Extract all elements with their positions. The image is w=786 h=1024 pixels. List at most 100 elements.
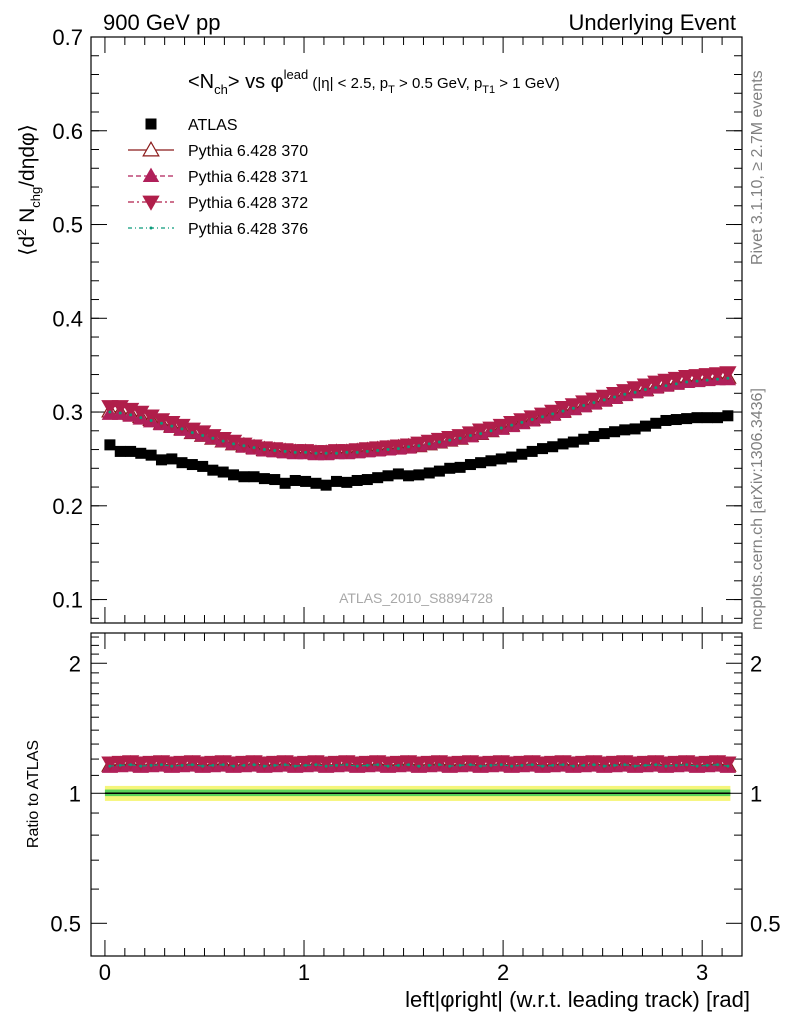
point-pythia-6-428-376 bbox=[283, 449, 287, 453]
ratio-point-pythia-6-428-376 bbox=[108, 764, 112, 768]
point-atlas bbox=[155, 454, 167, 466]
legend-marker-atlas bbox=[145, 118, 157, 130]
ratio-point-pythia-6-428-376 bbox=[541, 764, 545, 768]
ratio-point-pythia-6-428-372 bbox=[348, 756, 366, 772]
ratio-point-pythia-6-428-376 bbox=[376, 763, 380, 767]
point-pythia-6-428-376 bbox=[520, 420, 524, 424]
point-atlas bbox=[722, 410, 734, 422]
point-atlas bbox=[670, 414, 682, 426]
point-pythia-6-428-372 bbox=[667, 371, 685, 388]
point-pythia-6-428-372 bbox=[327, 444, 346, 460]
point-atlas bbox=[228, 469, 240, 481]
ratio-point-pythia-6-428-376 bbox=[190, 763, 194, 767]
ratio-point-pythia-6-428-376 bbox=[149, 763, 153, 767]
ratio-point-pythia-6-428-372 bbox=[389, 755, 408, 772]
x-axis-title: left|φright| (w.r.t. leading track) [rad… bbox=[405, 987, 750, 1012]
point-atlas bbox=[258, 473, 270, 485]
ratio-point-pythia-6-428-372 bbox=[698, 755, 716, 772]
point-pythia-6-428-376 bbox=[355, 450, 359, 454]
point-pythia-6-428-372 bbox=[410, 436, 428, 452]
point-pythia-6-428-372 bbox=[585, 392, 603, 408]
plot-title: <Nch> vs φlead (|η| < 2.5, pT > 0.5 GeV,… bbox=[188, 67, 560, 97]
ratio-point-pythia-6-428-376 bbox=[458, 763, 462, 767]
point-atlas bbox=[176, 457, 188, 469]
header-right: Underlying Event bbox=[568, 10, 736, 35]
point-pythia-6-428-376 bbox=[118, 411, 122, 415]
ratio-point-pythia-6-428-372 bbox=[626, 756, 644, 772]
point-atlas bbox=[495, 453, 507, 465]
y-axis-title-ratio: Ratio to ATLAS bbox=[25, 740, 42, 848]
ratio-point-pythia-6-428-376 bbox=[623, 763, 627, 767]
legend-label-pythia-6-428-371: Pythia 6.428 371 bbox=[188, 169, 308, 186]
point-atlas bbox=[361, 474, 373, 486]
point-pythia-6-428-372 bbox=[616, 384, 634, 400]
point-atlas bbox=[578, 433, 590, 445]
mcplots-label: mcplots.cern.ch [arXiv:1306.3436] bbox=[749, 388, 766, 630]
rivet-label: Rivet 3.1.10, ≥ 2.7M events bbox=[749, 70, 766, 265]
point-pythia-6-428-376 bbox=[510, 423, 514, 427]
ratio-point-pythia-6-428-376 bbox=[571, 764, 575, 768]
point-pythia-6-428-376 bbox=[242, 444, 246, 448]
point-pythia-6-428-376 bbox=[479, 432, 483, 436]
ratio-tick-label: 1 bbox=[69, 781, 81, 806]
ratio-point-pythia-6-428-372 bbox=[441, 756, 459, 772]
ratio-point-pythia-6-428-376 bbox=[685, 763, 689, 767]
ratio-point-pythia-6-428-372 bbox=[605, 755, 624, 772]
ratio-point-pythia-6-428-372 bbox=[595, 756, 613, 772]
legend-label-atlas: ATLAS bbox=[188, 117, 238, 134]
ratio-point-pythia-6-428-376 bbox=[221, 763, 225, 767]
ratio-point-pythia-6-428-376 bbox=[705, 763, 709, 767]
point-pythia-6-428-376 bbox=[541, 415, 545, 419]
ratio-point-pythia-6-428-376 bbox=[499, 763, 503, 767]
ratio-point-pythia-6-428-376 bbox=[170, 764, 174, 768]
point-pythia-6-428-376 bbox=[334, 451, 338, 455]
ratio-point-pythia-6-428-376 bbox=[674, 763, 678, 767]
point-pythia-6-428-372 bbox=[348, 443, 366, 459]
ratio-point-pythia-6-428-372 bbox=[286, 756, 304, 772]
point-atlas bbox=[619, 424, 631, 436]
point-pythia-6-428-376 bbox=[726, 376, 730, 380]
ratio-point-pythia-6-428-372 bbox=[564, 756, 583, 772]
ratio-point-pythia-6-428-372 bbox=[575, 755, 593, 772]
ratio-point-pythia-6-428-376 bbox=[304, 763, 308, 767]
legend-marker-pythia-6-428-372 bbox=[142, 195, 160, 211]
legend-marker-pythia-6-428-370 bbox=[142, 140, 160, 157]
ratio-series bbox=[101, 754, 737, 773]
ratio-point-pythia-6-428-372 bbox=[358, 755, 376, 772]
point-pythia-6-428-372 bbox=[605, 386, 624, 403]
ratio-point-pythia-6-428-376 bbox=[716, 763, 720, 767]
y-tick-label: 0.4 bbox=[52, 306, 83, 331]
main-y-axis: 0.1 0.2 0.3 0.4 0.5 0.6 0.7 bbox=[52, 25, 742, 619]
header-left: 900 GeV pp bbox=[103, 10, 220, 35]
ratio-point-pythia-6-428-372 bbox=[163, 756, 181, 772]
ratio-point-pythia-6-428-372 bbox=[420, 755, 438, 772]
point-pythia-6-428-372 bbox=[420, 434, 438, 450]
ratio-point-pythia-6-428-372 bbox=[667, 755, 685, 772]
point-atlas bbox=[166, 453, 178, 465]
ratio-point-pythia-6-428-372 bbox=[142, 755, 160, 772]
point-pythia-6-428-372 bbox=[575, 395, 593, 411]
point-atlas bbox=[660, 414, 672, 426]
ratio-point-pythia-6-428-376 bbox=[273, 763, 277, 767]
ratio-point-pythia-6-428-376 bbox=[314, 763, 318, 767]
point-pythia-6-428-376 bbox=[561, 409, 565, 413]
point-pythia-6-428-372 bbox=[471, 423, 490, 439]
point-atlas bbox=[341, 476, 353, 488]
y-tick-label: 0.6 bbox=[52, 119, 83, 144]
ratio-point-pythia-6-428-372 bbox=[224, 756, 243, 772]
point-pythia-6-428-376 bbox=[262, 448, 266, 452]
ratio-point-pythia-6-428-376 bbox=[530, 763, 534, 767]
point-pythia-6-428-376 bbox=[427, 442, 431, 446]
ratio-point-pythia-6-428-376 bbox=[510, 764, 514, 768]
ratio-point-pythia-6-428-372 bbox=[296, 755, 315, 772]
ratio-point-pythia-6-428-376 bbox=[613, 763, 617, 767]
ratio-point-pythia-6-428-372 bbox=[255, 756, 274, 772]
ratio-point-pythia-6-428-376 bbox=[602, 764, 606, 768]
point-pythia-6-428-376 bbox=[695, 379, 699, 383]
point-atlas bbox=[681, 413, 693, 425]
ratio-point-pythia-6-428-376 bbox=[489, 763, 493, 767]
point-atlas bbox=[691, 412, 703, 424]
point-pythia-6-428-372 bbox=[544, 404, 562, 420]
ratio-point-pythia-6-428-372 bbox=[719, 756, 737, 772]
point-pythia-6-428-372 bbox=[369, 441, 387, 457]
